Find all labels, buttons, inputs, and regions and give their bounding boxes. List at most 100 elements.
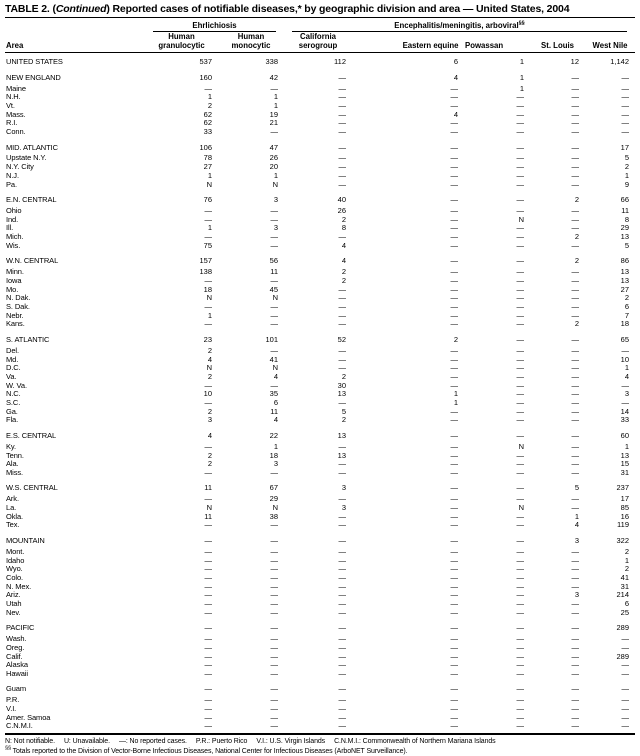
area-cell: Okla.	[6, 512, 24, 521]
value-cell: 38	[269, 512, 279, 521]
value-cell: —	[516, 334, 525, 344]
table-body: UNITED STATES 537 338 112 6 1 12 1,142 NEW ENGLA…	[5, 53, 635, 731]
value-cell: —	[338, 591, 347, 600]
value-cell: —	[571, 215, 580, 224]
group-header-encephalitis: Encephalitis/meningitis, arboviral§§	[284, 18, 635, 32]
value-cell: —	[204, 442, 213, 451]
table-row: Minn. 138 11 2 — — — 13	[5, 268, 635, 277]
value-cell: —	[450, 195, 459, 205]
value-cell: —	[270, 591, 279, 600]
value-cell: —	[338, 623, 347, 633]
table-row: Nev. — — — — — — 25	[5, 609, 635, 618]
value-cell: 26	[269, 154, 279, 163]
table-header: Ehrlichiosis Encephalitis/meningitis, ar…	[5, 18, 636, 54]
value-cell: —	[571, 600, 580, 609]
value-cell: 214	[616, 591, 630, 600]
area-cell: R.I.	[6, 119, 18, 128]
value-cell: —	[450, 285, 459, 294]
value-cell: 67	[269, 483, 279, 493]
value-cell: —	[571, 72, 580, 82]
value-cell: 7	[624, 311, 630, 320]
value-cell: —	[516, 294, 525, 303]
footnotes: N: Not notifiable. U: Unavailable. —: No r…	[5, 735, 635, 756]
value-cell: 2	[574, 256, 580, 266]
value-cell: —	[338, 399, 347, 408]
value-cell: —	[270, 713, 279, 722]
table-row: Md. 4 41 — — — — 10	[5, 356, 635, 365]
value-cell: —	[450, 381, 459, 390]
value-cell: —	[516, 93, 525, 102]
value-cell: 22	[269, 430, 279, 440]
value-cell: —	[516, 565, 525, 574]
value-cell: N	[272, 364, 279, 373]
value-cell: —	[450, 713, 459, 722]
value-cell: —	[204, 535, 213, 545]
area-cell: Tenn.	[6, 451, 24, 460]
value-cell: —	[270, 661, 279, 670]
value-cell: —	[270, 535, 279, 545]
value-cell: 13	[337, 451, 347, 460]
value-cell: 33	[203, 128, 212, 137]
value-cell: 26	[337, 206, 347, 215]
value-cell: —	[516, 705, 525, 714]
table-row: N.J. 1 1 — — — — 1	[5, 172, 635, 181]
group-label: Encephalitis/meningitis, arboviral	[394, 21, 519, 30]
value-cell: —	[516, 364, 525, 373]
footnote-marker: §§	[518, 20, 525, 27]
footnote-source-text: Totals reported to the Division of Vecto…	[10, 747, 408, 755]
value-cell: 3	[574, 591, 580, 600]
value-cell: —	[516, 346, 525, 355]
table-row: N. Mex. — — — — — — 31	[5, 583, 635, 592]
table-row: Maine — — — — 1 — —	[5, 85, 635, 94]
value-cell: 10	[620, 355, 630, 364]
area-cell: P.R.	[6, 696, 20, 705]
value-cell: —	[270, 573, 279, 582]
value-cell: —	[450, 608, 459, 617]
value-cell: 2	[207, 407, 212, 416]
value-cell: —	[516, 276, 525, 285]
table-row: Calif. — — — — — — 289	[5, 653, 635, 662]
value-cell: —	[270, 521, 279, 530]
table-row: Oreg. — — — — — — —	[5, 644, 635, 653]
area-cell: Utah	[6, 600, 22, 609]
value-cell: 1	[453, 399, 459, 408]
value-cell: —	[571, 93, 580, 102]
value-cell: 11	[621, 206, 630, 215]
value-cell: 13	[337, 430, 347, 440]
value-cell: 16	[620, 512, 630, 521]
area-cell: N.J.	[6, 171, 19, 180]
area-cell: Md.	[6, 355, 19, 364]
value-cell: —	[450, 311, 459, 320]
value-cell: 4	[341, 241, 347, 250]
value-cell: —	[516, 696, 525, 705]
value-cell: 1	[624, 556, 630, 565]
value-cell: —	[450, 556, 459, 565]
value-cell: 1	[519, 72, 525, 82]
value-cell: —	[270, 468, 279, 477]
value-cell: —	[516, 635, 525, 644]
value-cell: 2	[341, 268, 347, 277]
value-cell: —	[571, 119, 580, 128]
value-cell: —	[450, 600, 459, 609]
value-cell: —	[516, 399, 525, 408]
area-cell: Guam	[6, 684, 27, 694]
value-cell: 4	[341, 256, 347, 266]
value-cell: —	[450, 372, 459, 381]
area-cell: Mo.	[6, 285, 19, 294]
value-cell: 23	[203, 334, 212, 344]
value-cell: —	[204, 573, 213, 582]
column-header-human-granulocytic: Human granulocytic	[145, 32, 218, 54]
value-cell: 41	[620, 573, 630, 582]
value-cell: —	[270, 381, 279, 390]
value-cell: 66	[620, 195, 630, 205]
table-row: Mich. — — — — — 2 13	[5, 233, 635, 242]
value-cell: —	[338, 110, 347, 119]
value-cell: 2	[207, 101, 212, 110]
value-cell: —	[516, 355, 525, 364]
value-cell: —	[450, 241, 459, 250]
value-cell: 8	[624, 215, 630, 224]
area-cell: Kans.	[6, 320, 25, 329]
area-cell: MID. ATLANTIC	[6, 142, 58, 152]
table-row: W. Va. — — 30 — — — —	[5, 382, 635, 391]
value-cell: 2	[207, 451, 212, 460]
